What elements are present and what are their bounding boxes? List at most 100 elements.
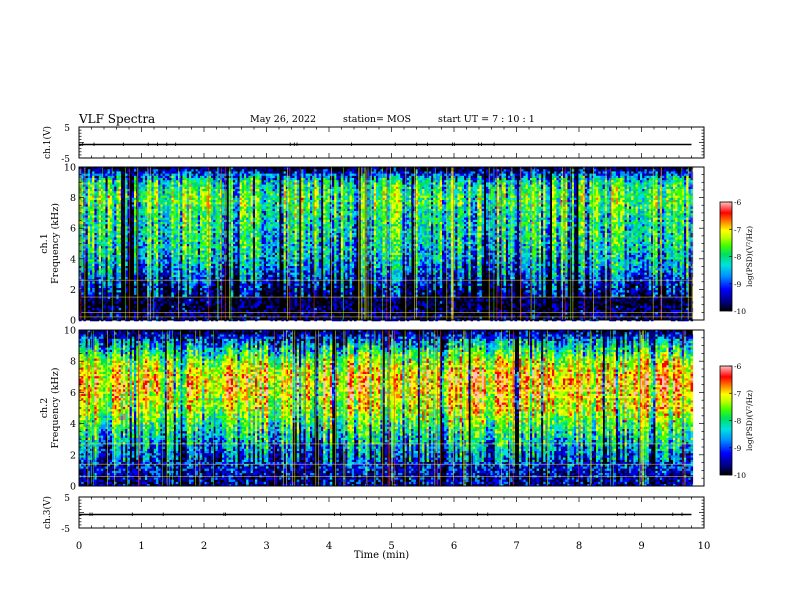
spectrogram-cell [119, 275, 122, 278]
spectrogram-cell [114, 200, 117, 203]
spectrogram-cell [204, 259, 207, 262]
spectrogram-cell [90, 237, 93, 240]
spectrogram-cell [86, 235, 89, 238]
spectrogram-cell [193, 255, 196, 258]
spectrogram-cell [108, 211, 111, 214]
spectrogram-cell [81, 200, 84, 203]
spectrogram-cell [165, 262, 168, 265]
spectrogram-cell [158, 277, 161, 280]
spectrogram-cell [187, 224, 190, 227]
spectrogram-cell [114, 284, 117, 287]
spectrogram-cell [154, 169, 157, 172]
spectrogram-cell [108, 187, 111, 190]
spectrogram-cell [196, 246, 199, 249]
spectrogram-cell [158, 266, 161, 269]
spectrogram-cell [191, 187, 194, 190]
spectrogram-cell [105, 314, 108, 317]
spectrogram-cell [193, 226, 196, 229]
spectrogram-cell [191, 182, 194, 185]
spectrogram-cell [235, 220, 238, 223]
spectrogram-cell [176, 308, 179, 311]
spectrogram-cell [202, 295, 205, 298]
spectrogram-cell [191, 251, 194, 254]
spectrogram-cell [185, 178, 188, 181]
spectrogram-cell [81, 266, 84, 269]
spectrogram-cell [92, 284, 95, 287]
spectrogram-cell [202, 211, 205, 214]
spectrogram-cell [143, 204, 146, 207]
spectrogram-cell [174, 248, 177, 251]
spectrogram-cell [134, 255, 137, 258]
spectrogram-cell [119, 231, 122, 234]
spectrogram-cell [97, 178, 100, 181]
spectrogram-cell [222, 240, 225, 243]
spectrogram-cell [88, 295, 91, 298]
spectrogram-cell [167, 270, 170, 273]
spectrogram-cell [121, 255, 124, 258]
spectrogram-cell [92, 204, 95, 207]
spectrogram-cell [103, 231, 106, 234]
spectrogram-cell [200, 231, 203, 234]
spectrogram-cell [209, 273, 212, 276]
spectrogram-cell [171, 180, 174, 183]
spectrogram-cell [116, 251, 119, 254]
spectrogram-cell [158, 218, 161, 221]
spectrogram-cell [171, 262, 174, 265]
spectrogram-cell [94, 264, 97, 267]
spectrogram-cell [220, 220, 223, 223]
spectrogram-cell [141, 259, 144, 262]
spectrogram-cell [198, 262, 201, 265]
spectrogram-cell [233, 233, 236, 236]
spectrogram-cell [90, 204, 93, 207]
spectrogram-cell [169, 211, 172, 214]
spectrogram-cell [198, 176, 201, 179]
spectrogram-cell [235, 187, 238, 190]
spectrogram-cell [114, 215, 117, 218]
spectrogram-cell [202, 288, 205, 291]
spectrogram-cell [187, 196, 190, 199]
spectrogram-cell [233, 251, 236, 254]
spectrogram-cell [187, 200, 190, 203]
spectrogram-cell [222, 198, 225, 201]
spectrogram-cell [182, 174, 185, 177]
spectrogram-cell [202, 264, 205, 267]
spectrogram-cell [158, 200, 161, 203]
spectrogram-cell [165, 273, 168, 276]
spectrogram-cell [158, 251, 161, 254]
spectrogram-cell [174, 185, 177, 188]
spectrogram-cell [200, 176, 203, 179]
spectrogram-cell [99, 259, 102, 262]
spectrogram-cell [154, 215, 157, 218]
spectrogram-cell [222, 273, 225, 276]
spectrogram-cell [180, 174, 183, 177]
spectrogram-cell [167, 196, 170, 199]
spectrogram-cell [165, 244, 168, 247]
spectrogram-cell [90, 209, 93, 212]
spectrogram-cell [134, 264, 137, 267]
spectrogram-cell [200, 314, 203, 317]
spectrogram-cell [187, 233, 190, 236]
spectrogram-cell [174, 202, 177, 205]
spectrogram-cell [108, 257, 111, 260]
spectrogram-cell [103, 222, 106, 225]
spectrogram-cell [158, 180, 161, 183]
spectrogram-cell [174, 314, 177, 317]
spectrogram-cell [220, 171, 223, 174]
spectrogram-cell [237, 222, 240, 225]
spectrogram-cell [154, 171, 157, 174]
spectrogram-cell [90, 264, 93, 267]
spectrogram-cell [81, 220, 84, 223]
spectrogram-cell [88, 257, 91, 260]
spectrogram-cell [119, 209, 122, 212]
spectrogram-cell [160, 266, 163, 269]
spectrogram-cell [103, 171, 106, 174]
spectrogram-cell [213, 266, 216, 269]
spectrogram-cell [119, 220, 122, 223]
spectrogram-cell [237, 215, 240, 218]
spectrogram-cell [187, 281, 190, 284]
spectrogram-cell [191, 198, 194, 201]
spectrogram-cell [116, 171, 119, 174]
spectrogram-cell [191, 281, 194, 284]
spectrogram-cell [103, 251, 106, 254]
spectrogram-cell [196, 266, 199, 269]
